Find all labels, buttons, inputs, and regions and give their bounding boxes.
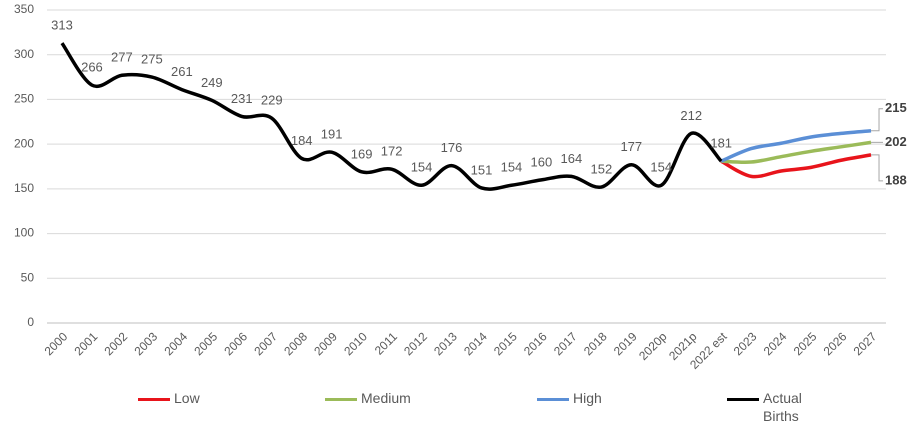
- x-tick-label: 2026: [821, 329, 850, 358]
- legend-item: Low: [138, 389, 254, 407]
- y-tick-label: 0: [27, 315, 34, 329]
- y-tick-label: 250: [14, 92, 34, 106]
- x-tick-label: 2014: [461, 329, 490, 358]
- data-label: 313: [51, 18, 73, 33]
- x-tick-label: 2005: [191, 329, 220, 358]
- data-label: 177: [620, 139, 642, 154]
- data-label: 160: [531, 154, 553, 169]
- leader-line: [871, 108, 884, 132]
- x-tick-label: 2017: [551, 329, 580, 358]
- x-tick-label: 2002: [101, 329, 130, 358]
- data-label: 154: [501, 160, 523, 175]
- data-label: 191: [321, 127, 343, 142]
- x-tick-label: 2008: [281, 329, 310, 358]
- x-tick-label: 2009: [311, 329, 340, 358]
- legend-item: Actual Births: [727, 389, 823, 425]
- y-tick-label: 50: [21, 270, 35, 284]
- x-tick-label: 2013: [431, 329, 460, 358]
- end-label: 202: [885, 134, 907, 149]
- x-tick-label: 2020p: [636, 329, 670, 363]
- data-label: 169: [351, 146, 373, 161]
- legend-label: Low: [174, 390, 200, 406]
- data-label: 172: [381, 144, 403, 159]
- y-tick-label: 100: [14, 226, 34, 240]
- legend-item: High: [537, 389, 653, 407]
- data-label: 261: [171, 64, 193, 79]
- legend-item: Medium: [325, 389, 441, 407]
- data-label: 164: [561, 151, 583, 166]
- series-line: [720, 128, 872, 163]
- legend-swatch: [138, 398, 170, 401]
- data-label: 154: [650, 160, 672, 175]
- data-label: 152: [590, 162, 612, 177]
- data-label: 275: [141, 52, 163, 67]
- y-tick-label: 150: [14, 181, 34, 195]
- x-tick-label: 2000: [42, 329, 71, 358]
- y-tick-label: 200: [14, 136, 34, 150]
- legend-swatch: [325, 398, 357, 401]
- data-label: 212: [680, 108, 702, 123]
- x-tick-label: 2011: [372, 329, 400, 357]
- x-tick-label: 2023: [731, 329, 760, 358]
- data-label: 249: [201, 75, 223, 90]
- x-tick-label: 2019: [611, 329, 640, 358]
- x-tick-label: 2025: [791, 329, 820, 358]
- x-tick-label: 2007: [251, 329, 280, 358]
- data-label: 151: [471, 162, 493, 177]
- legend-swatch: [537, 398, 569, 401]
- data-label: 181: [710, 136, 732, 151]
- x-tick-label: 2016: [521, 329, 550, 358]
- x-tick-label: 2027: [851, 329, 880, 358]
- y-tick-label: 350: [14, 2, 34, 16]
- x-tick-label: 2006: [221, 329, 250, 358]
- legend-label: Actual Births: [763, 390, 802, 424]
- series-line: [720, 153, 872, 179]
- data-label: 231: [231, 91, 253, 106]
- x-tick-label: 2012: [401, 329, 430, 358]
- y-tick-label: 300: [14, 47, 34, 61]
- legend-label: Medium: [361, 390, 411, 406]
- x-tick-label: 2010: [341, 329, 370, 358]
- data-label: 184: [291, 133, 313, 148]
- data-label: 229: [261, 93, 283, 108]
- x-tick-label: 2003: [131, 329, 160, 358]
- x-tick-label: 2001: [72, 329, 101, 358]
- data-label: 266: [81, 60, 103, 75]
- data-label: 176: [441, 140, 463, 155]
- x-tick-label: 2018: [581, 329, 610, 358]
- end-label: 215: [885, 100, 907, 115]
- data-label: 277: [111, 50, 133, 65]
- x-tick-label: 2024: [761, 329, 790, 358]
- legend-swatch: [727, 398, 759, 401]
- end-label: 188: [885, 172, 907, 187]
- series-line: [721, 140, 872, 164]
- x-tick-label: 2004: [161, 329, 190, 358]
- leader-line: [871, 154, 884, 182]
- data-label: 154: [411, 160, 433, 175]
- legend-label: High: [573, 390, 602, 406]
- series-line: [60, 42, 723, 191]
- x-tick-label: 2015: [491, 329, 520, 358]
